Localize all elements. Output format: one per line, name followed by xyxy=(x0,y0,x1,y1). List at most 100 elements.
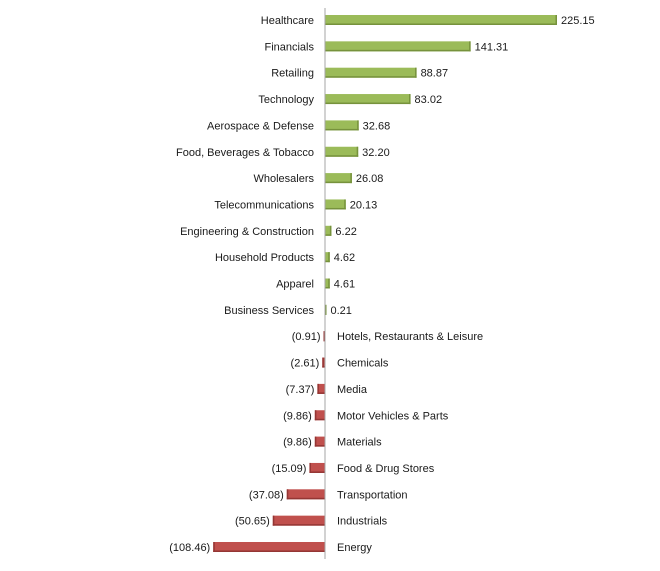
bar-industrials xyxy=(272,515,325,526)
value-label-household-products: 4.62 xyxy=(334,252,355,264)
bar-apparel xyxy=(325,278,330,289)
bar-side-food-drug-stores xyxy=(309,462,311,473)
value-label-financials: 141.31 xyxy=(475,41,509,53)
bar-edge-industrials xyxy=(272,524,325,526)
value-label-apparel: 4.61 xyxy=(334,279,355,291)
value-label-healthcare: 225.15 xyxy=(561,15,595,27)
category-label-materials: Materials xyxy=(337,437,382,449)
bar-materials xyxy=(314,436,325,447)
bar-fill-food-beverages-tobacco xyxy=(325,146,359,157)
category-label-apparel: Apparel xyxy=(276,279,314,291)
bar-side-telecommunications xyxy=(344,199,346,210)
bar-household-products xyxy=(325,252,330,263)
category-label-food-beverages-tobacco: Food, Beverages & Tobacco xyxy=(176,147,314,159)
bar-fill-financials xyxy=(325,41,471,52)
bar-edge-food-beverages-tobacco xyxy=(325,155,359,157)
bar-edge-motor-vehicles-parts xyxy=(314,418,325,421)
bar-side-engineering-construction xyxy=(329,225,332,236)
value-label-technology: 83.02 xyxy=(415,94,443,106)
bar-edge-media xyxy=(317,392,325,394)
bar-fill-household-products xyxy=(325,252,330,263)
value-label-aerospace-defense: 32.68 xyxy=(363,120,391,132)
value-label-energy: (108.46) xyxy=(169,542,210,554)
bar-side-materials xyxy=(314,436,317,447)
value-label-transportation: (37.08) xyxy=(249,489,284,501)
labels-group: Healthcare 225.15 Financials 141.31 Retailin… xyxy=(169,15,594,554)
value-label-telecommunications: 20.13 xyxy=(350,199,378,211)
bar-fill-food-drug-stores xyxy=(309,462,325,473)
bar-side-household-products xyxy=(328,252,330,263)
category-label-industrials: Industrials xyxy=(337,516,388,528)
category-label-retailing: Retailing xyxy=(271,68,314,80)
bar-chemicals xyxy=(322,357,325,368)
bar-aerospace-defense xyxy=(325,120,359,131)
category-label-aerospace-defense: Aerospace & Defense xyxy=(207,120,314,132)
value-label-hotels-restaurants-leisure: (0.91) xyxy=(292,331,321,343)
bar-fill-media xyxy=(317,383,325,394)
value-label-wholesalers: 26.08 xyxy=(356,173,384,185)
category-label-food-drug-stores: Food & Drug Stores xyxy=(337,463,435,475)
value-label-motor-vehicles-parts: (9.86) xyxy=(283,410,312,422)
category-label-healthcare: Healthcare xyxy=(261,15,314,27)
bar-edge-healthcare xyxy=(325,23,557,25)
bar-edge-retailing xyxy=(325,76,417,78)
bar-energy xyxy=(213,542,325,552)
bar-wholesalers xyxy=(325,173,352,184)
bar-business-services xyxy=(325,304,327,315)
bar-edge-materials xyxy=(314,445,325,447)
bar-engineering-construction xyxy=(325,225,332,236)
bar-side-wholesalers xyxy=(350,173,352,184)
bar-fill-healthcare xyxy=(325,15,557,25)
bar-edge-food-drug-stores xyxy=(309,471,325,473)
bar-edge-telecommunications xyxy=(325,207,346,210)
category-label-business-services: Business Services xyxy=(224,305,314,317)
category-label-transportation: Transportation xyxy=(337,489,408,501)
value-label-business-services: 0.21 xyxy=(331,305,352,317)
category-label-engineering-construction: Engineering & Construction xyxy=(180,226,314,238)
bar-edge-financials xyxy=(325,49,471,52)
bar-hotels-restaurants-leisure xyxy=(323,331,325,342)
value-label-food-drug-stores: (15.09) xyxy=(272,463,307,475)
bar-food-beverages-tobacco xyxy=(325,146,359,157)
value-label-media: (7.37) xyxy=(286,384,315,396)
value-label-materials: (9.86) xyxy=(283,437,312,449)
bar-edge-household-products xyxy=(325,260,330,263)
category-label-media: Media xyxy=(337,384,368,396)
bar-side-business-services xyxy=(325,304,327,315)
bar-edge-technology xyxy=(325,102,411,105)
bar-side-industrials xyxy=(272,515,275,526)
category-label-financials: Financials xyxy=(264,41,314,53)
bar-edge-wholesalers xyxy=(325,181,352,184)
bar-side-food-beverages-tobacco xyxy=(356,146,359,157)
bar-side-financials xyxy=(469,41,471,52)
bar-fill-technology xyxy=(325,94,411,105)
category-label-hotels-restaurants-leisure: Hotels, Restaurants & Leisure xyxy=(337,331,483,343)
value-label-chemicals: (2.61) xyxy=(291,358,320,370)
bar-media xyxy=(317,383,325,394)
bar-motor-vehicles-parts xyxy=(314,410,325,421)
bar-side-aerospace-defense xyxy=(357,120,359,131)
bar-fill-aerospace-defense xyxy=(325,120,359,131)
value-label-food-beverages-tobacco: 32.20 xyxy=(362,147,390,159)
bar-fill-materials xyxy=(314,436,325,447)
bar-fill-apparel xyxy=(325,278,330,289)
category-label-technology: Technology xyxy=(258,94,314,106)
bar-side-transportation xyxy=(286,489,289,500)
bar-side-media xyxy=(317,383,319,394)
bar-edge-aerospace-defense xyxy=(325,128,359,131)
bars-group xyxy=(213,15,557,552)
bar-financials xyxy=(325,41,471,52)
bar-fill-energy xyxy=(213,542,325,552)
bar-fill-industrials xyxy=(272,515,325,526)
category-label-motor-vehicles-parts: Motor Vehicles & Parts xyxy=(337,410,449,422)
bar-edge-apparel xyxy=(325,287,330,289)
bar-telecommunications xyxy=(325,199,346,210)
bar-side-retailing xyxy=(415,67,417,78)
bar-edge-energy xyxy=(213,550,325,552)
bar-technology xyxy=(325,94,411,105)
bar-side-energy xyxy=(213,542,215,552)
bar-side-apparel xyxy=(328,278,330,289)
bar-side-hotels-restaurants-leisure xyxy=(323,331,325,342)
bar-retailing xyxy=(325,67,417,78)
